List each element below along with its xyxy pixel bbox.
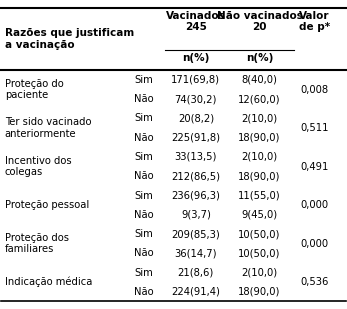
Text: 18(90,0): 18(90,0) — [238, 133, 281, 143]
Text: 0,511: 0,511 — [301, 123, 329, 133]
Text: 12(60,0): 12(60,0) — [238, 94, 281, 104]
Text: 10(50,0): 10(50,0) — [238, 229, 281, 239]
Text: 225(91,8): 225(91,8) — [171, 133, 220, 143]
Text: 171(69,8): 171(69,8) — [171, 75, 220, 85]
Text: Sim: Sim — [134, 113, 153, 124]
Text: Sim: Sim — [134, 75, 153, 85]
Text: 2(10,0): 2(10,0) — [242, 152, 278, 162]
Text: Vacinados
245: Vacinados 245 — [166, 11, 226, 32]
Text: Incentivo dos
colegas: Incentivo dos colegas — [5, 156, 71, 177]
Text: 2(10,0): 2(10,0) — [242, 268, 278, 277]
Text: n(%): n(%) — [246, 53, 273, 63]
Text: 21(8,6): 21(8,6) — [178, 268, 214, 277]
Text: 0,536: 0,536 — [301, 277, 329, 287]
Text: 236(96,3): 236(96,3) — [171, 191, 220, 201]
Text: Sim: Sim — [134, 152, 153, 162]
Text: Proteção pessoal: Proteção pessoal — [5, 200, 89, 210]
Text: 18(90,0): 18(90,0) — [238, 171, 281, 181]
Text: 9(3,7): 9(3,7) — [181, 210, 211, 220]
Text: Sim: Sim — [134, 229, 153, 239]
Text: 8(40,0): 8(40,0) — [242, 75, 278, 85]
Text: Não: Não — [134, 94, 153, 104]
Text: 36(14,7): 36(14,7) — [175, 248, 217, 258]
Text: 0,491: 0,491 — [301, 162, 329, 171]
Text: Proteção dos
familiares: Proteção dos familiares — [5, 233, 69, 255]
Text: Razões que justificam
a vacinação: Razões que justificam a vacinação — [5, 28, 134, 50]
Text: n(%): n(%) — [182, 53, 210, 63]
Text: Não: Não — [134, 287, 153, 297]
Text: Não: Não — [134, 248, 153, 258]
Text: 209(85,3): 209(85,3) — [171, 229, 220, 239]
Text: 20(8,2): 20(8,2) — [178, 113, 214, 124]
Text: 18(90,0): 18(90,0) — [238, 287, 281, 297]
Text: Não: Não — [134, 210, 153, 220]
Text: Valor
de p*: Valor de p* — [299, 11, 330, 32]
Text: 74(30,2): 74(30,2) — [175, 94, 217, 104]
Text: 9(45,0): 9(45,0) — [242, 210, 278, 220]
Text: Não: Não — [134, 171, 153, 181]
Text: 0,000: 0,000 — [301, 239, 329, 249]
Text: Proteção do
paciente: Proteção do paciente — [5, 79, 64, 100]
Text: 33(13,5): 33(13,5) — [175, 152, 217, 162]
Text: 0,008: 0,008 — [301, 85, 329, 95]
Text: 2(10,0): 2(10,0) — [242, 113, 278, 124]
Text: 0,000: 0,000 — [301, 200, 329, 210]
Text: 212(86,5): 212(86,5) — [171, 171, 220, 181]
Text: Não: Não — [134, 133, 153, 143]
Text: Sim: Sim — [134, 191, 153, 201]
Text: 224(91,4): 224(91,4) — [171, 287, 220, 297]
Text: Não vacinados
20: Não vacinados 20 — [217, 11, 303, 32]
Text: 11(55,0): 11(55,0) — [238, 191, 281, 201]
Text: 10(50,0): 10(50,0) — [238, 248, 281, 258]
Text: Ter sido vacinado
anteriormente: Ter sido vacinado anteriormente — [5, 117, 91, 139]
Text: Sim: Sim — [134, 268, 153, 277]
Text: Indicação médica: Indicação médica — [5, 277, 92, 287]
